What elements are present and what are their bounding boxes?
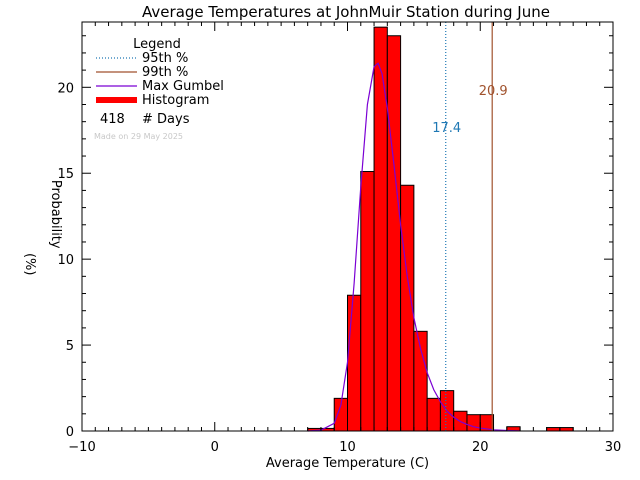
percentile-95-label: 17.4 (432, 121, 461, 136)
legend-entry-label: Histogram (142, 93, 209, 108)
legend-entry-label: Max Gumbel (142, 79, 224, 94)
histogram-bars (307, 26, 574, 432)
x-tick-label: 20 (472, 440, 489, 455)
x-tick-label: −10 (68, 440, 95, 455)
histogram-bar (466, 414, 481, 432)
y-tick-label: 0 (66, 425, 74, 440)
histogram-bar (426, 397, 441, 432)
y-axis-label: Probability (48, 180, 63, 249)
chart-title: Average Temperatures at JohnMuir Station… (142, 3, 550, 21)
histogram-bar (546, 427, 561, 432)
max-gumbel-curve (307, 62, 521, 432)
histogram-bar (386, 35, 402, 432)
x-tick-label: 0 (211, 440, 219, 455)
y-tick-label: 10 (57, 253, 74, 268)
legend-days-label: # Days (142, 112, 190, 127)
percentile-99-label: 20.9 (479, 84, 508, 99)
y-tick-label: 15 (57, 167, 74, 182)
y-axis-unit-label: (%) (22, 253, 37, 276)
legend-entry-label: 95th % (142, 51, 188, 66)
x-axis-label: Average Temperature (C) (266, 456, 429, 471)
histogram-bar (373, 26, 388, 432)
histogram-bar (347, 294, 362, 432)
x-tick-label: 30 (605, 440, 622, 455)
y-tick-label: 20 (57, 81, 74, 96)
legend-entry-label: 99th % (142, 65, 188, 80)
histogram-bar (559, 427, 574, 432)
histogram-bar (360, 171, 375, 432)
legend-days-count: 418 (100, 112, 125, 127)
made-on-note: Made on 29 May 2025 (94, 132, 183, 141)
y-tick-label: 5 (66, 339, 74, 354)
legend-title: Legend (133, 37, 181, 52)
x-tick-label: 10 (339, 440, 356, 455)
